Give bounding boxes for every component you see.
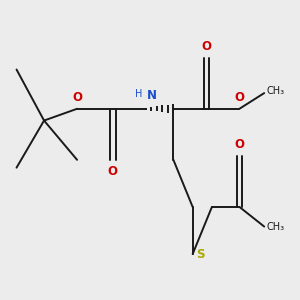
Text: O: O (72, 91, 82, 104)
Text: O: O (108, 164, 118, 178)
Text: H: H (135, 89, 142, 99)
Text: S: S (196, 248, 205, 260)
Text: N: N (147, 89, 157, 102)
Text: O: O (234, 138, 244, 151)
Text: O: O (234, 91, 244, 104)
Text: CH₃: CH₃ (266, 222, 284, 232)
Text: O: O (201, 40, 212, 53)
Text: CH₃: CH₃ (266, 86, 284, 96)
